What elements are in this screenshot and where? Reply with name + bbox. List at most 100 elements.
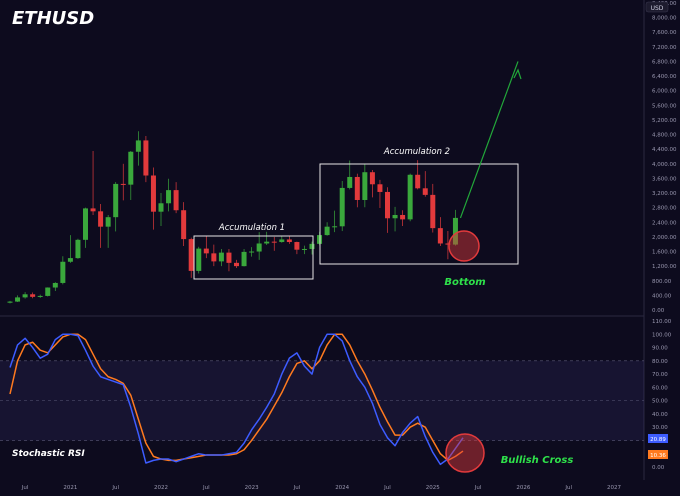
candle-body: [211, 253, 217, 262]
candle-body: [241, 251, 247, 267]
candle-body: [354, 176, 360, 200]
candle-body: [256, 243, 262, 252]
candle-body: [294, 242, 300, 250]
price-tick-label: 1,200.00: [652, 264, 677, 270]
d-value-text: 10.36: [650, 453, 666, 459]
candle-body: [430, 194, 436, 229]
candle-body: [234, 262, 239, 267]
candle-body: [181, 210, 187, 240]
candle-body: [218, 252, 224, 262]
price-tick-label: 1,600.00: [652, 250, 677, 256]
price-tick-label: 0.00: [652, 308, 665, 314]
candle-body: [226, 252, 232, 263]
price-tick-label: 2,400.00: [652, 220, 677, 226]
accumulation-1-label: Accumulation 1: [218, 223, 285, 233]
x-tick-label: Jul: [564, 485, 572, 491]
price-tick-label: 800.00: [652, 279, 672, 285]
price-tick-label: 7,200.00: [652, 45, 677, 51]
candle-body: [128, 151, 134, 185]
bullish-cross-label: Bullish Cross: [501, 455, 574, 466]
candle-body: [324, 226, 330, 236]
price-tick-label: 6,400.00: [652, 74, 677, 80]
price-tick-label: 3,200.00: [652, 191, 677, 197]
symbol-title: ETHUSD: [12, 8, 94, 29]
price-tick-label: 6,800.00: [652, 59, 677, 65]
candle-body: [7, 301, 13, 303]
price-tick-label: 6,000.00: [652, 89, 677, 95]
price-tick-label: 8,000.00: [652, 16, 677, 22]
candle-body: [445, 243, 451, 245]
candle-body: [15, 297, 21, 302]
rsi-tick-label: 80.00: [652, 359, 668, 365]
price-pane[interactable]: [7, 131, 458, 304]
rsi-tick-label: 0.00: [652, 465, 665, 471]
d-value-badge: [648, 450, 668, 459]
candle-body: [362, 172, 368, 200]
candle-body: [188, 239, 194, 271]
accumulation-2-label: Accumulation 2: [383, 147, 450, 157]
candle-body: [150, 175, 156, 212]
k-value-text: 20.89: [650, 437, 666, 443]
x-tick-label: Jul: [21, 485, 29, 491]
price-tick-label: 2,000.00: [652, 235, 677, 241]
rsi-tick-label: 100.00: [652, 332, 672, 338]
rsi-tick-label: 110.00: [652, 319, 672, 325]
x-tick-label: Jul: [474, 485, 482, 491]
candle-body: [400, 214, 406, 220]
stoch-rsi-label: Stochastic RSI: [12, 449, 85, 459]
candle-body: [264, 241, 270, 244]
stoch-rsi-d-line: [9, 333, 464, 462]
price-tick-label: 400.00: [652, 293, 672, 299]
candle-body: [309, 243, 315, 249]
candle-body: [452, 217, 458, 245]
candle-body: [173, 190, 179, 211]
currency-label: USD: [651, 5, 664, 12]
candle-body: [196, 248, 202, 271]
candle-body: [30, 294, 36, 297]
candle-body: [271, 241, 277, 243]
stoch-rsi-pane[interactable]: [9, 333, 464, 466]
candle-body: [203, 248, 209, 254]
currency-badge[interactable]: [645, 1, 669, 13]
price-tick-label: 4,000.00: [652, 162, 677, 168]
rsi-tick-label: 50.00: [652, 399, 668, 405]
accumulation-2-box: [319, 163, 519, 265]
stoch-rsi-k-line: [9, 333, 464, 466]
x-tick-label: 2024: [335, 485, 349, 491]
candle-body: [45, 287, 51, 296]
rsi-tick-label: 60.00: [652, 385, 668, 391]
rsi-tick-label: 70.00: [652, 372, 668, 378]
candle-body: [407, 174, 413, 220]
candle-body: [90, 208, 96, 212]
candle-body: [67, 258, 73, 262]
x-tick-label: Jul: [111, 485, 119, 491]
price-tick-label: 2,800.00: [652, 206, 677, 212]
accumulation-1-box: [193, 235, 314, 280]
x-tick-label: 2027: [607, 485, 621, 491]
projection-arrow: [459, 61, 519, 219]
candle-body: [369, 172, 375, 185]
price-tick-label: 4,800.00: [652, 133, 677, 139]
candle-body: [286, 239, 292, 243]
candle-body: [166, 190, 172, 204]
candle-body: [392, 214, 398, 219]
candle-body: [75, 239, 81, 259]
candle-body: [22, 294, 28, 298]
x-tick-label: 2026: [516, 485, 530, 491]
price-tick-label: 7,600.00: [652, 30, 677, 36]
candle-body: [37, 295, 43, 297]
x-tick-label: 2022: [154, 485, 168, 491]
candle-body: [279, 239, 285, 243]
candle-body: [83, 208, 88, 240]
rsi-tick-label: 90.00: [652, 346, 668, 352]
candle-body: [52, 282, 58, 288]
candle-body: [415, 174, 421, 189]
x-tick-label: 2021: [63, 485, 77, 491]
x-tick-label: Jul: [202, 485, 210, 491]
candle-body: [301, 248, 307, 250]
price-tick-label: 4,400.00: [652, 147, 677, 153]
price-tick-label: 5,200.00: [652, 118, 677, 124]
candle-body: [143, 140, 149, 176]
